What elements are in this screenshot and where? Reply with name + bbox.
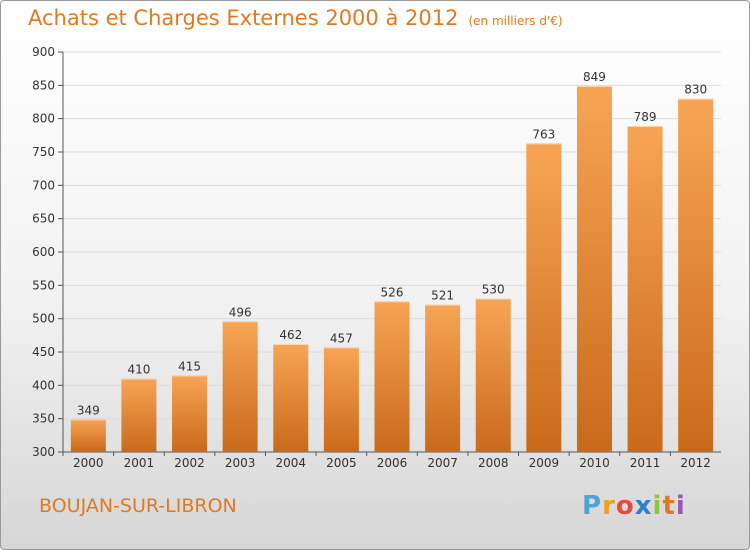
x-tick-label: 2002 (174, 456, 205, 470)
y-tick-label: 500 (32, 312, 55, 326)
logo-letter: P (582, 491, 603, 521)
logo-letter: i (675, 491, 686, 521)
y-tick-label: 800 (32, 112, 55, 126)
x-tick-label: 2010 (579, 456, 610, 470)
x-tick-label: 2007 (427, 456, 458, 470)
data-label: 830 (684, 83, 707, 97)
x-tick-label: 2005 (326, 456, 357, 470)
y-tick-labels: 300 350 400 450 500 550 600 650 700 750 800 850 900 (32, 45, 55, 459)
y-tick-label: 350 (32, 412, 55, 426)
place-name: BOUJAN-SUR-LIBRON (39, 495, 237, 517)
x-tick-label: 2011 (630, 456, 661, 470)
y-tick-label: 750 (32, 145, 55, 159)
x-tick-label: 2012 (680, 456, 711, 470)
proxiti-logo[interactable]: Proxiti (582, 491, 686, 521)
data-label: 410 (127, 363, 150, 377)
data-label: 526 (381, 285, 404, 299)
bar (526, 143, 562, 453)
chart-title: Achats et Charges Externes 2000 à 2012 (e… (28, 6, 563, 30)
x-tick-label: 2006 (377, 456, 408, 470)
x-tick-label: 2009 (529, 456, 560, 470)
data-label: 763 (532, 127, 555, 141)
data-label: 849 (583, 70, 606, 84)
y-tick-label: 900 (32, 45, 55, 59)
bar (222, 321, 258, 452)
x-tick-labels: 2000 2001 2002 2003 2004 2005 2006 2007 2008 2009… (73, 456, 711, 470)
bar (273, 344, 309, 452)
logo-letter: x (634, 491, 653, 521)
y-tick-label: 700 (32, 178, 55, 192)
bar (374, 301, 410, 452)
bar (627, 126, 663, 452)
y-tick-label: 450 (32, 345, 55, 359)
bar (121, 378, 157, 452)
chart-title-text: Achats et Charges Externes 2000 à 2012 (28, 6, 459, 30)
logo-letter: i (652, 491, 663, 521)
y-tick-label: 300 (32, 445, 55, 459)
data-label: 496 (229, 305, 252, 319)
y-tick-label: 400 (32, 378, 55, 392)
bar (425, 304, 461, 452)
y-tick-label: 850 (32, 78, 55, 92)
x-tick-label: 2001 (124, 456, 155, 470)
value-labels: 349 410 415 496 462 457 526 521 530 763 849 789 830 (77, 70, 707, 417)
bars (70, 86, 714, 453)
logo-letter: r (602, 491, 616, 521)
x-tick-label: 2000 (73, 456, 104, 470)
y-tick-label: 650 (32, 212, 55, 226)
x-tick-label: 2008 (478, 456, 509, 470)
x-tick-label: 2003 (225, 456, 256, 470)
data-label: 521 (431, 289, 454, 303)
data-label: 415 (178, 359, 201, 373)
data-label: 789 (634, 110, 657, 124)
logo-letter: o (615, 491, 635, 521)
y-tick-label: 550 (32, 278, 55, 292)
data-label: 349 (77, 403, 100, 417)
bar (323, 347, 359, 452)
bar (576, 86, 612, 452)
bar (172, 375, 208, 452)
data-label: 457 (330, 331, 353, 345)
y-tick-label: 600 (32, 245, 55, 259)
x-tick-label: 2004 (275, 456, 306, 470)
bar (678, 98, 714, 453)
chart-unit: (en milliers d'€) (468, 14, 563, 28)
logo-letter: t (662, 491, 676, 521)
bar (70, 419, 106, 452)
bar (475, 298, 511, 452)
data-label: 462 (279, 328, 302, 342)
data-label: 530 (482, 283, 505, 297)
